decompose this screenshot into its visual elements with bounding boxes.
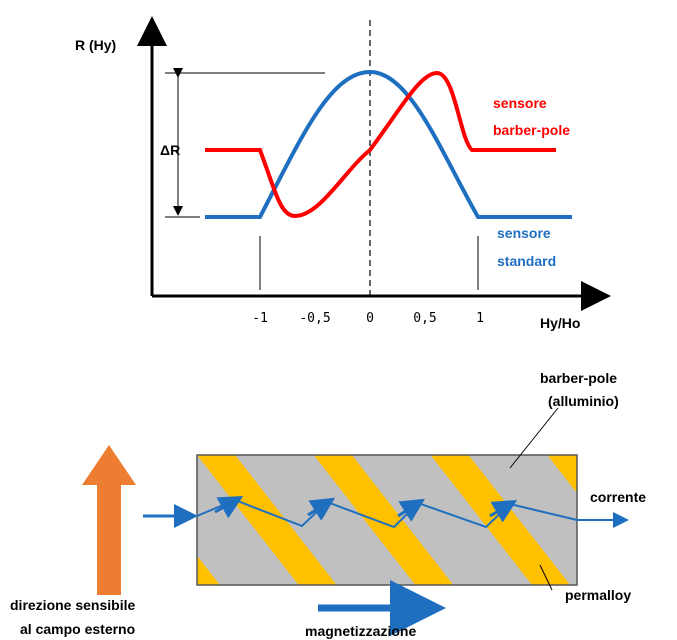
page: -1 -0,5 0 0,5 1 R (Hy) Hy/Ho ΔR sensore barb…: [0, 0, 677, 640]
sensitive-arrow: [82, 445, 136, 595]
x-tick-label: -0,5: [299, 311, 330, 326]
current-label: corrente: [590, 489, 646, 505]
curve-label: sensore: [493, 95, 547, 111]
x-tick-label: 0: [366, 311, 374, 326]
x-ticks: -1 -0,5 0 0,5 1: [252, 311, 484, 326]
barber-pole-label: (alluminio): [548, 393, 619, 409]
barber-pole-label: barber-pole: [540, 370, 617, 386]
x-axis-label: Hy/Ho: [540, 315, 580, 331]
standard-curve: [205, 72, 572, 217]
y-axis-label: R (Hy): [75, 37, 116, 53]
sensor-strip: [197, 455, 577, 585]
curve-label: standard: [497, 253, 556, 269]
curve-label: sensore: [497, 225, 551, 241]
x-tick-label: 1: [476, 311, 484, 326]
delta-label: ΔR: [160, 142, 180, 158]
permalloy-label: permalloy: [565, 587, 631, 603]
curve-label: barber-pole: [493, 122, 570, 138]
magnetization-label: magnetizzazione: [305, 623, 416, 639]
sensitive-label: al campo esterno: [20, 621, 135, 637]
sensitive-label: direzione sensibile: [10, 597, 135, 613]
x-tick-label: -1: [252, 311, 268, 326]
x-tick-label: 0,5: [413, 311, 436, 326]
